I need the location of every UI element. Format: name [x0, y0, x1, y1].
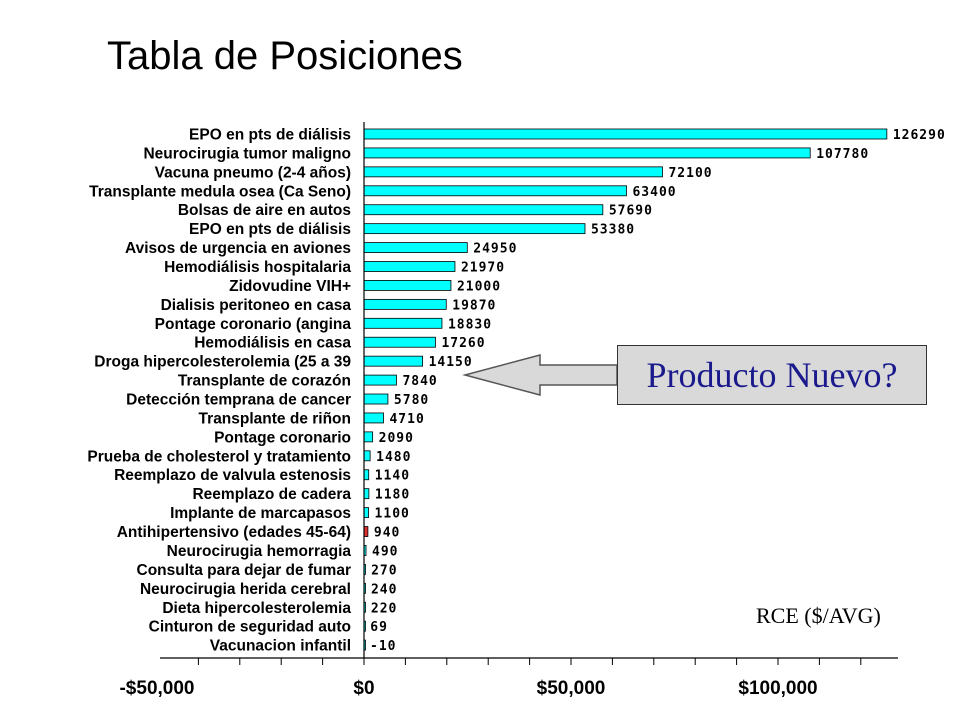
bar	[363, 298, 447, 310]
category-label: Neurocirugia hemorragia	[167, 543, 352, 560]
value-label: 1140	[375, 469, 410, 484]
bar	[363, 355, 423, 367]
value-label: 17260	[441, 336, 485, 351]
bar	[363, 204, 604, 216]
callout-arrow	[462, 354, 618, 396]
value-label: 57690	[609, 204, 653, 219]
callout-arrow-shape	[462, 354, 618, 396]
category-label: Avisos de urgencia en aviones	[125, 240, 351, 257]
value-label: 19870	[452, 298, 496, 313]
category-label: Reemplazo de valvula estenosis	[114, 467, 351, 484]
category-label: Cinturon de seguridad auto	[149, 619, 351, 636]
bar	[363, 431, 374, 443]
value-label: 1480	[376, 450, 411, 465]
value-label: 2090	[379, 431, 414, 446]
category-label: Transplante de corazón	[178, 373, 351, 390]
bars	[363, 128, 888, 651]
bar	[363, 166, 663, 178]
value-label: 72100	[668, 166, 712, 181]
bar	[363, 128, 888, 140]
value-label: -10	[370, 639, 396, 654]
value-label: 1100	[375, 507, 410, 522]
category-label: Vacuna pneumo (2-4 años)	[155, 164, 351, 181]
category-label: Neurocirugia herida cerebral	[140, 581, 351, 598]
bar	[363, 412, 384, 424]
x-tick-label: $100,000	[738, 678, 817, 699]
bar	[363, 185, 627, 197]
value-label: 940	[374, 526, 400, 541]
x-tick-label: $0	[353, 678, 374, 699]
category-label: Hemodiálisis hospitalaria	[164, 259, 351, 276]
bar	[363, 336, 436, 348]
value-label: 126290	[893, 128, 946, 143]
value-label: 107780	[816, 147, 869, 162]
bar	[363, 147, 811, 159]
category-label: Implante de marcapasos	[170, 505, 351, 522]
x-tick-label: -$50,000	[119, 678, 194, 699]
category-label: Vacunacion infantil	[210, 638, 351, 655]
x-axis-label: RCE ($/AVG)	[756, 603, 881, 628]
bar	[363, 469, 370, 481]
category-label: Dialisis peritoneo en casa	[161, 297, 352, 314]
value-label: 240	[371, 582, 397, 597]
bar	[363, 450, 371, 462]
value-label: 220	[371, 601, 397, 616]
value-label: 14150	[429, 355, 473, 370]
category-label: Pontage coronario	[214, 429, 351, 446]
value-label: 7840	[402, 374, 437, 389]
category-label: Consulta para dejar de fumar	[137, 562, 351, 579]
category-label: Detección temprana de cancer	[126, 392, 351, 409]
bar	[363, 242, 468, 253]
category-label: EPO en pts de diálisis	[189, 221, 351, 238]
value-label: 270	[371, 563, 397, 578]
value-label: 4710	[389, 412, 424, 427]
bar	[363, 488, 370, 500]
category-label: Hemodiálisis en casa	[194, 335, 351, 352]
value-label: 21000	[457, 279, 501, 294]
category-label: Transplante de riñon	[199, 410, 351, 427]
value-label: 69	[370, 620, 388, 635]
value-label: 490	[372, 544, 398, 559]
value-label: 5780	[394, 393, 429, 408]
slide-title: Tabla de Posiciones	[107, 34, 463, 78]
x-ticks: -$50,000 $0 $50,000 $100,000	[119, 658, 862, 699]
bar	[363, 261, 456, 272]
bar	[363, 280, 452, 291]
category-label: EPO en pts de diálisis	[189, 127, 351, 144]
category-label: Bolsas de aire en autos	[178, 202, 351, 219]
bar	[363, 317, 443, 329]
category-label: Transplante medula osea (Ca Seno)	[89, 183, 351, 200]
category-label: Neurocirugia tumor maligno	[143, 145, 351, 162]
category-label: Prueba de cholesterol y tratamiento	[87, 448, 351, 465]
value-label: 21970	[461, 261, 505, 276]
x-tick-label: $50,000	[537, 678, 606, 699]
callout-box: Producto Nuevo?	[617, 345, 927, 405]
category-label: Pontage coronario (angina	[155, 316, 352, 333]
bar	[363, 507, 369, 519]
value-label: 18830	[448, 317, 492, 332]
category-label: Dieta hipercolesterolemia	[162, 600, 351, 617]
bar	[363, 223, 586, 235]
value-label: 1180	[375, 488, 410, 503]
category-label: Antihipertensivo (edades 45-64)	[117, 524, 351, 541]
bar	[363, 374, 397, 386]
axes	[160, 122, 898, 659]
value-label: 53380	[591, 223, 635, 238]
category-label: Droga hipercolesterolemia (25 a 39	[94, 354, 351, 371]
value-label: 24950	[473, 242, 517, 257]
value-labels: 126290 107780 72100 63400 57690 53380 24950 219…	[370, 128, 946, 654]
category-label: Reemplazo de cadera	[192, 486, 351, 503]
category-label: Zidovudine VIH+	[229, 278, 351, 295]
bar	[363, 393, 389, 405]
value-label: 63400	[632, 185, 676, 200]
